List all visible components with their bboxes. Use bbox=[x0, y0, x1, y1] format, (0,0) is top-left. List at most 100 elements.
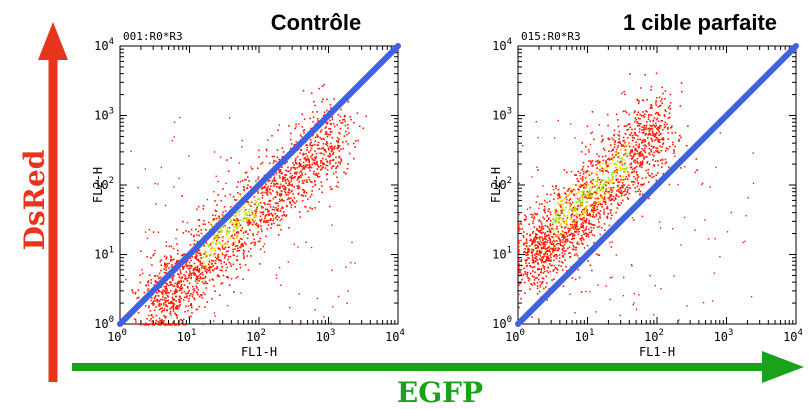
event-dot bbox=[608, 196, 611, 198]
event-dot bbox=[273, 222, 275, 225]
event-dot bbox=[534, 260, 537, 262]
event-dot bbox=[270, 227, 272, 229]
event-dot bbox=[586, 194, 589, 197]
event-dot bbox=[180, 277, 182, 279]
event-dot bbox=[256, 190, 259, 193]
event-dot bbox=[536, 285, 539, 287]
event-dot bbox=[255, 223, 257, 225]
event-dot bbox=[239, 180, 242, 183]
event-dot bbox=[616, 171, 618, 174]
event-dot bbox=[576, 228, 578, 231]
event-dot bbox=[197, 270, 200, 272]
event-dot bbox=[668, 183, 671, 186]
event-dot bbox=[632, 134, 634, 137]
event-dot bbox=[315, 172, 318, 175]
event-dot bbox=[552, 270, 554, 272]
event-dot bbox=[606, 180, 608, 183]
event-dot bbox=[252, 234, 255, 237]
event-dot bbox=[278, 171, 280, 174]
event-dot bbox=[194, 266, 196, 269]
event-dot bbox=[531, 216, 533, 218]
event-dot bbox=[660, 149, 663, 152]
event-dot bbox=[305, 165, 307, 168]
event-dot bbox=[245, 230, 247, 233]
event-dot bbox=[518, 252, 520, 254]
event-dot bbox=[147, 281, 149, 284]
event-dot bbox=[144, 168, 147, 170]
event-dot bbox=[249, 222, 252, 224]
event-dot bbox=[325, 173, 328, 176]
event-dot bbox=[232, 237, 235, 239]
event-dot bbox=[309, 195, 312, 198]
panel-title: 1 cible parfaite bbox=[623, 10, 777, 35]
event-dot bbox=[552, 188, 555, 191]
event-dot bbox=[329, 186, 332, 188]
event-dot bbox=[583, 182, 586, 185]
event-dot bbox=[171, 259, 173, 261]
event-dot bbox=[582, 222, 585, 225]
event-dot bbox=[569, 255, 572, 258]
event-dot bbox=[625, 154, 627, 157]
event-dot bbox=[597, 187, 599, 189]
event-dot bbox=[294, 176, 296, 178]
event-dot bbox=[325, 131, 328, 134]
event-dot bbox=[302, 154, 304, 156]
event-dot bbox=[339, 132, 341, 135]
event-dot bbox=[565, 233, 568, 235]
event-dot bbox=[702, 302, 705, 304]
event-dot bbox=[266, 150, 268, 152]
event-dot bbox=[639, 193, 641, 196]
event-dot bbox=[680, 82, 683, 84]
event-dot bbox=[240, 244, 242, 247]
event-dot bbox=[299, 134, 302, 136]
event-dot bbox=[195, 285, 198, 287]
event-dot bbox=[592, 179, 594, 182]
event-dot bbox=[256, 233, 259, 236]
event-dot bbox=[614, 140, 617, 142]
event-dot bbox=[247, 269, 250, 271]
event-dot bbox=[186, 292, 189, 295]
event-dot bbox=[540, 261, 543, 264]
event-dot bbox=[218, 231, 220, 233]
event-dot bbox=[694, 171, 696, 173]
event-dot bbox=[211, 297, 213, 300]
event-dot bbox=[596, 159, 599, 162]
event-dot bbox=[521, 228, 524, 230]
event-dot bbox=[260, 205, 263, 208]
event-dot bbox=[336, 147, 338, 149]
event-dot bbox=[638, 145, 641, 148]
event-dot bbox=[166, 263, 169, 265]
event-dot bbox=[571, 201, 574, 204]
event-dot bbox=[539, 226, 541, 229]
event-dot bbox=[560, 265, 562, 267]
event-dot bbox=[625, 186, 628, 188]
event-dot bbox=[611, 179, 614, 181]
event-dot bbox=[644, 134, 647, 136]
event-dot bbox=[604, 155, 607, 157]
event-dot bbox=[585, 232, 587, 234]
event-dot bbox=[257, 224, 260, 226]
event-dot bbox=[667, 148, 669, 150]
event-dot bbox=[262, 211, 265, 213]
event-dot bbox=[234, 248, 236, 250]
event-dot bbox=[636, 114, 638, 116]
event-dot bbox=[575, 223, 578, 226]
event-dot bbox=[576, 201, 579, 203]
event-dot bbox=[247, 224, 249, 226]
event-dot bbox=[534, 239, 536, 241]
event-dot bbox=[536, 259, 539, 261]
event-dot bbox=[176, 260, 178, 263]
event-dot bbox=[603, 198, 606, 200]
event-dot bbox=[199, 252, 201, 254]
event-dot bbox=[745, 215, 747, 217]
event-dot bbox=[329, 133, 332, 136]
event-dot bbox=[262, 187, 264, 189]
event-dot bbox=[661, 120, 664, 122]
event-dot bbox=[160, 291, 163, 294]
event-dot bbox=[558, 222, 560, 224]
event-dot bbox=[632, 171, 634, 173]
event-dot bbox=[284, 188, 287, 190]
event-dot bbox=[569, 202, 572, 205]
event-dot bbox=[311, 153, 314, 156]
event-dot bbox=[518, 282, 520, 285]
